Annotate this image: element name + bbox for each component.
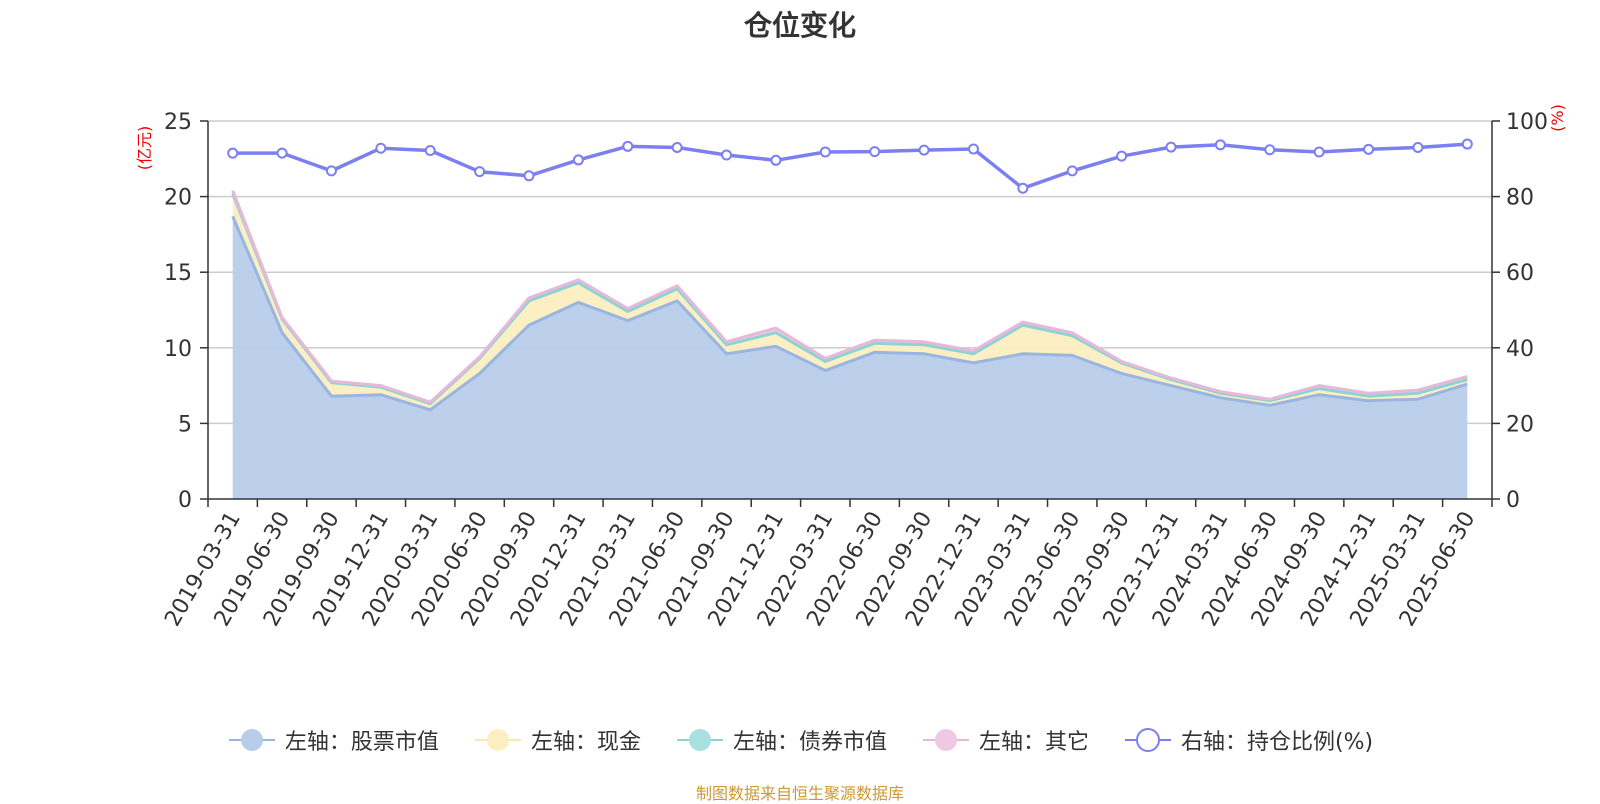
data-point — [1066, 165, 1078, 177]
y-right-tick-label: 80 — [1506, 186, 1534, 211]
y-left-tick-label: 10 — [164, 337, 192, 362]
data-point — [1363, 143, 1375, 155]
data-point — [770, 154, 782, 166]
y-left-tick-label: 25 — [164, 110, 192, 135]
legend-line-circle-icon — [1124, 728, 1171, 752]
data-point — [325, 165, 337, 177]
legend-item[interactable]: 右轴：持仓比例(%) — [1123, 724, 1373, 756]
data-point — [622, 140, 634, 152]
y-right-tick-label: 20 — [1506, 412, 1534, 437]
y-left-tick-label: 15 — [164, 261, 192, 286]
legend-line-dot-icon — [474, 729, 521, 751]
chart-title: 仓位变化 — [743, 9, 856, 42]
legend-item[interactable]: 左轴：股票市值 — [227, 724, 439, 756]
data-point — [474, 166, 486, 178]
y-left-axis-label: (亿元) — [135, 126, 154, 171]
data-point — [424, 144, 436, 156]
data-point — [1313, 146, 1325, 158]
data-point — [1264, 144, 1276, 156]
data-point — [671, 141, 683, 153]
data-source-note: 制图数据来自恒生聚源数据库 — [695, 784, 904, 803]
series-line-右轴：持仓比例(%) — [232, 142, 1468, 191]
y-right-tick-label: 40 — [1506, 337, 1534, 362]
area-左轴：现金 — [232, 193, 1468, 410]
data-point — [375, 142, 387, 154]
data-point — [523, 170, 535, 182]
data-point — [1461, 138, 1473, 150]
legend-label: 左轴：其它 — [978, 730, 1089, 755]
data-point — [227, 147, 239, 159]
y-left-tick-label: 0 — [178, 488, 192, 513]
y-right-tick-label: 60 — [1506, 261, 1534, 286]
series-line-左轴：股票市值 — [231, 215, 1468, 412]
chart-legend: 左轴：股票市值 左轴：现金 左轴：债券市值 左轴：其它 右轴：持仓比例(%) — [0, 722, 1600, 758]
y-left-tick-label: 5 — [178, 412, 192, 437]
series-line-左轴：其它 — [231, 190, 1468, 404]
legend-item[interactable]: 左轴：其它 — [921, 724, 1089, 756]
data-point — [1017, 182, 1029, 194]
legend-line-dot-icon — [228, 729, 275, 751]
legend-line-dot-icon — [676, 729, 723, 751]
legend-item[interactable]: 左轴：现金 — [473, 724, 641, 756]
data-point — [869, 146, 881, 158]
y-right-axis-label: (%) — [1548, 104, 1567, 132]
data-point — [1165, 141, 1177, 153]
data-point — [572, 154, 584, 166]
legend-label: 左轴：债券市值 — [732, 730, 887, 755]
legend-line-dot-icon — [922, 729, 969, 751]
data-point — [819, 146, 831, 158]
y-left-tick-label: 20 — [164, 186, 192, 211]
legend-label: 左轴：股票市值 — [284, 730, 439, 755]
legend-label: 右轴：持仓比例(%) — [1180, 730, 1374, 755]
data-point — [1116, 150, 1128, 162]
y-right-tick-label: 100 — [1506, 110, 1548, 135]
legend-label: 左轴：现金 — [530, 730, 641, 755]
area-左轴：股票市值 — [232, 216, 1468, 500]
data-point — [721, 149, 733, 161]
y-right-tick-label: 0 — [1506, 488, 1520, 513]
data-point — [1214, 139, 1226, 151]
legend-item[interactable]: 左轴：债券市值 — [675, 724, 887, 756]
data-point — [918, 144, 930, 156]
data-point — [1412, 141, 1424, 153]
data-point — [276, 147, 288, 159]
data-point — [967, 143, 979, 155]
